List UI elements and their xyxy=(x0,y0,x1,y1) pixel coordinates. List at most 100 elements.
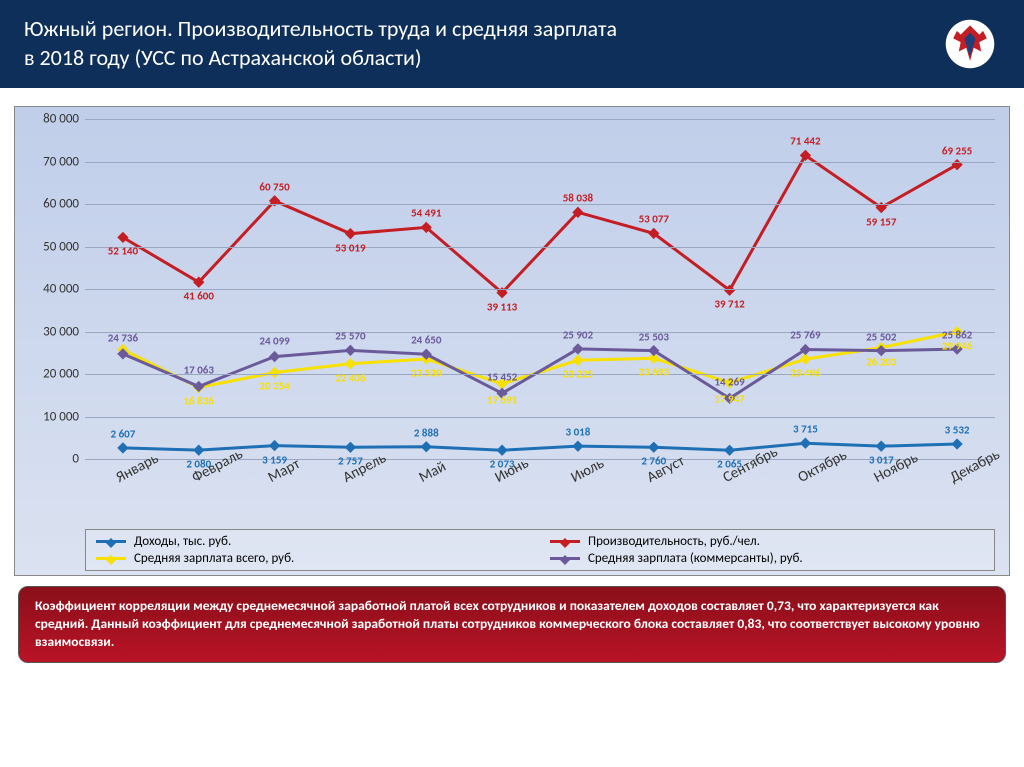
data-label-avg_salary_all: 17 691 xyxy=(487,393,517,406)
x-tick-label: Май xyxy=(416,458,449,487)
gridline xyxy=(85,162,995,163)
series-marker-income xyxy=(345,442,356,453)
data-label-avg_salary_all: 23 530 xyxy=(411,366,441,379)
series-line-productivity xyxy=(123,155,957,292)
data-label-avg_salary_comm: 25 769 xyxy=(790,329,820,342)
gridline xyxy=(85,247,995,248)
gridline xyxy=(85,204,995,205)
data-label-productivity: 41 600 xyxy=(184,290,214,303)
gridline xyxy=(85,289,995,290)
y-tick-label: 60 000 xyxy=(23,197,79,212)
data-label-avg_salary_comm: 15 452 xyxy=(487,371,517,384)
series-marker-avg_salary_comm xyxy=(193,381,204,392)
plot-area: 010 00020 00030 00040 00050 00060 00070 … xyxy=(85,119,995,459)
data-label-productivity: 39 712 xyxy=(714,298,744,311)
data-label-avg_salary_comm: 25 503 xyxy=(639,330,669,343)
series-marker-productivity xyxy=(345,228,356,239)
slide-title: Южный регион. Производительность труда и… xyxy=(24,15,617,72)
series-marker-income xyxy=(648,442,659,453)
legend-item-avg_salary_comm: Средняя зарплата (коммерсанты), руб. xyxy=(550,551,984,566)
series-marker-income xyxy=(496,445,507,456)
chart-legend: Доходы, тыс. руб. Производительность, руб… xyxy=(85,529,995,571)
y-tick-label: 10 000 xyxy=(23,409,79,424)
data-label-productivity: 69 255 xyxy=(942,144,972,157)
chart-container: 0 10 000 20 000 30 000 40 000 50 000 60 000 70 … xyxy=(14,106,1010,576)
x-axis-labels: ЯнварьФевральМартАпрельМайИюньИюльАвгуст… xyxy=(85,465,995,525)
data-label-avg_salary_all: 23 496 xyxy=(790,367,820,380)
y-tick-label: 20 000 xyxy=(23,367,79,382)
series-marker-income xyxy=(572,441,583,452)
data-label-productivity: 39 113 xyxy=(487,300,517,313)
data-label-avg_salary_all: 23 693 xyxy=(639,366,669,379)
y-tick-label: 50 000 xyxy=(23,239,79,254)
legend-swatch xyxy=(96,557,126,560)
series-marker-income xyxy=(724,445,735,456)
data-label-productivity: 53 077 xyxy=(639,213,669,226)
y-tick-label: 40 000 xyxy=(23,282,79,297)
y-tick-label: 0 xyxy=(23,452,79,467)
data-label-productivity: 52 140 xyxy=(108,245,138,258)
data-label-avg_salary_all: 17 947 xyxy=(714,392,744,405)
data-label-avg_salary_comm: 25 862 xyxy=(942,329,972,342)
data-label-income: 2 888 xyxy=(414,426,439,439)
series-marker-avg_salary_all xyxy=(800,353,811,364)
data-label-productivity: 54 491 xyxy=(411,207,441,220)
series-marker-avg_salary_all xyxy=(572,355,583,366)
series-marker-income xyxy=(800,438,811,449)
series-marker-avg_salary_all xyxy=(345,358,356,369)
gridline xyxy=(85,119,995,120)
footer-note: Коэффициент корреляции между среднемесяч… xyxy=(18,586,1006,663)
legend-label: Средняя зарплата (коммерсанты), руб. xyxy=(588,551,803,566)
title-line-1: Южный регион. Производительность труда и… xyxy=(24,15,617,44)
data-label-avg_salary_all: 23 225 xyxy=(563,368,593,381)
series-marker-income xyxy=(421,441,432,452)
data-label-avg_salary_comm: 25 570 xyxy=(335,330,365,343)
series-marker-income xyxy=(269,440,280,451)
legend-item-avg_salary_all: Средняя зарплата всего, руб. xyxy=(96,551,530,566)
data-label-productivity: 59 157 xyxy=(866,215,896,228)
data-label-productivity: 60 750 xyxy=(259,180,289,193)
data-label-productivity: 53 019 xyxy=(335,241,365,254)
series-marker-avg_salary_all xyxy=(269,367,280,378)
data-label-avg_salary_all: 22 406 xyxy=(335,371,365,384)
series-marker-avg_salary_comm xyxy=(345,345,356,356)
series-marker-avg_salary_comm xyxy=(269,351,280,362)
y-tick-label: 30 000 xyxy=(23,324,79,339)
legend-label: Средняя зарплата всего, руб. xyxy=(134,551,294,566)
data-label-avg_salary_comm: 17 063 xyxy=(184,364,214,377)
series-marker-income xyxy=(876,441,887,452)
legend-label: Производительность, руб./чел. xyxy=(588,534,760,549)
data-label-avg_salary_all: 20 354 xyxy=(259,380,289,393)
data-label-avg_salary_comm: 25 502 xyxy=(866,330,896,343)
data-label-avg_salary_comm: 24 099 xyxy=(259,334,289,347)
data-label-avg_salary_comm: 24 650 xyxy=(411,334,441,347)
legend-swatch xyxy=(96,540,126,543)
legend-swatch xyxy=(550,557,580,560)
data-label-avg_salary_comm: 25 902 xyxy=(563,328,593,341)
data-label-income: 3 018 xyxy=(566,426,591,439)
data-label-productivity: 71 442 xyxy=(790,135,820,148)
series-marker-income xyxy=(951,438,962,449)
slide-header: Южный регион. Производительность труда и… xyxy=(0,0,1024,88)
data-label-avg_salary_comm: 14 269 xyxy=(714,376,744,389)
gridline xyxy=(85,332,995,333)
y-tick-label: 70 000 xyxy=(23,154,79,169)
data-label-productivity: 58 038 xyxy=(563,192,593,205)
series-marker-income xyxy=(117,442,128,453)
data-label-income: 3 715 xyxy=(793,423,818,436)
emblem-icon xyxy=(940,14,1000,74)
data-label-avg_salary_all: 26 203 xyxy=(866,355,896,368)
legend-swatch xyxy=(550,540,580,543)
data-label-avg_salary_all: 16 836 xyxy=(184,395,214,408)
legend-label: Доходы, тыс. руб. xyxy=(134,534,231,549)
title-line-2: в 2018 году (УСС по Астраханской области… xyxy=(24,44,617,73)
gridline xyxy=(85,374,995,375)
series-line-avg_salary_all xyxy=(123,332,957,388)
series-marker-income xyxy=(193,445,204,456)
gridline xyxy=(85,417,995,418)
legend-item-income: Доходы, тыс. руб. xyxy=(96,534,530,549)
data-label-avg_salary_comm: 24 736 xyxy=(108,331,138,344)
series-line-income xyxy=(123,443,957,450)
y-tick-label: 80 000 xyxy=(23,112,79,127)
legend-item-productivity: Производительность, руб./чел. xyxy=(550,534,984,549)
